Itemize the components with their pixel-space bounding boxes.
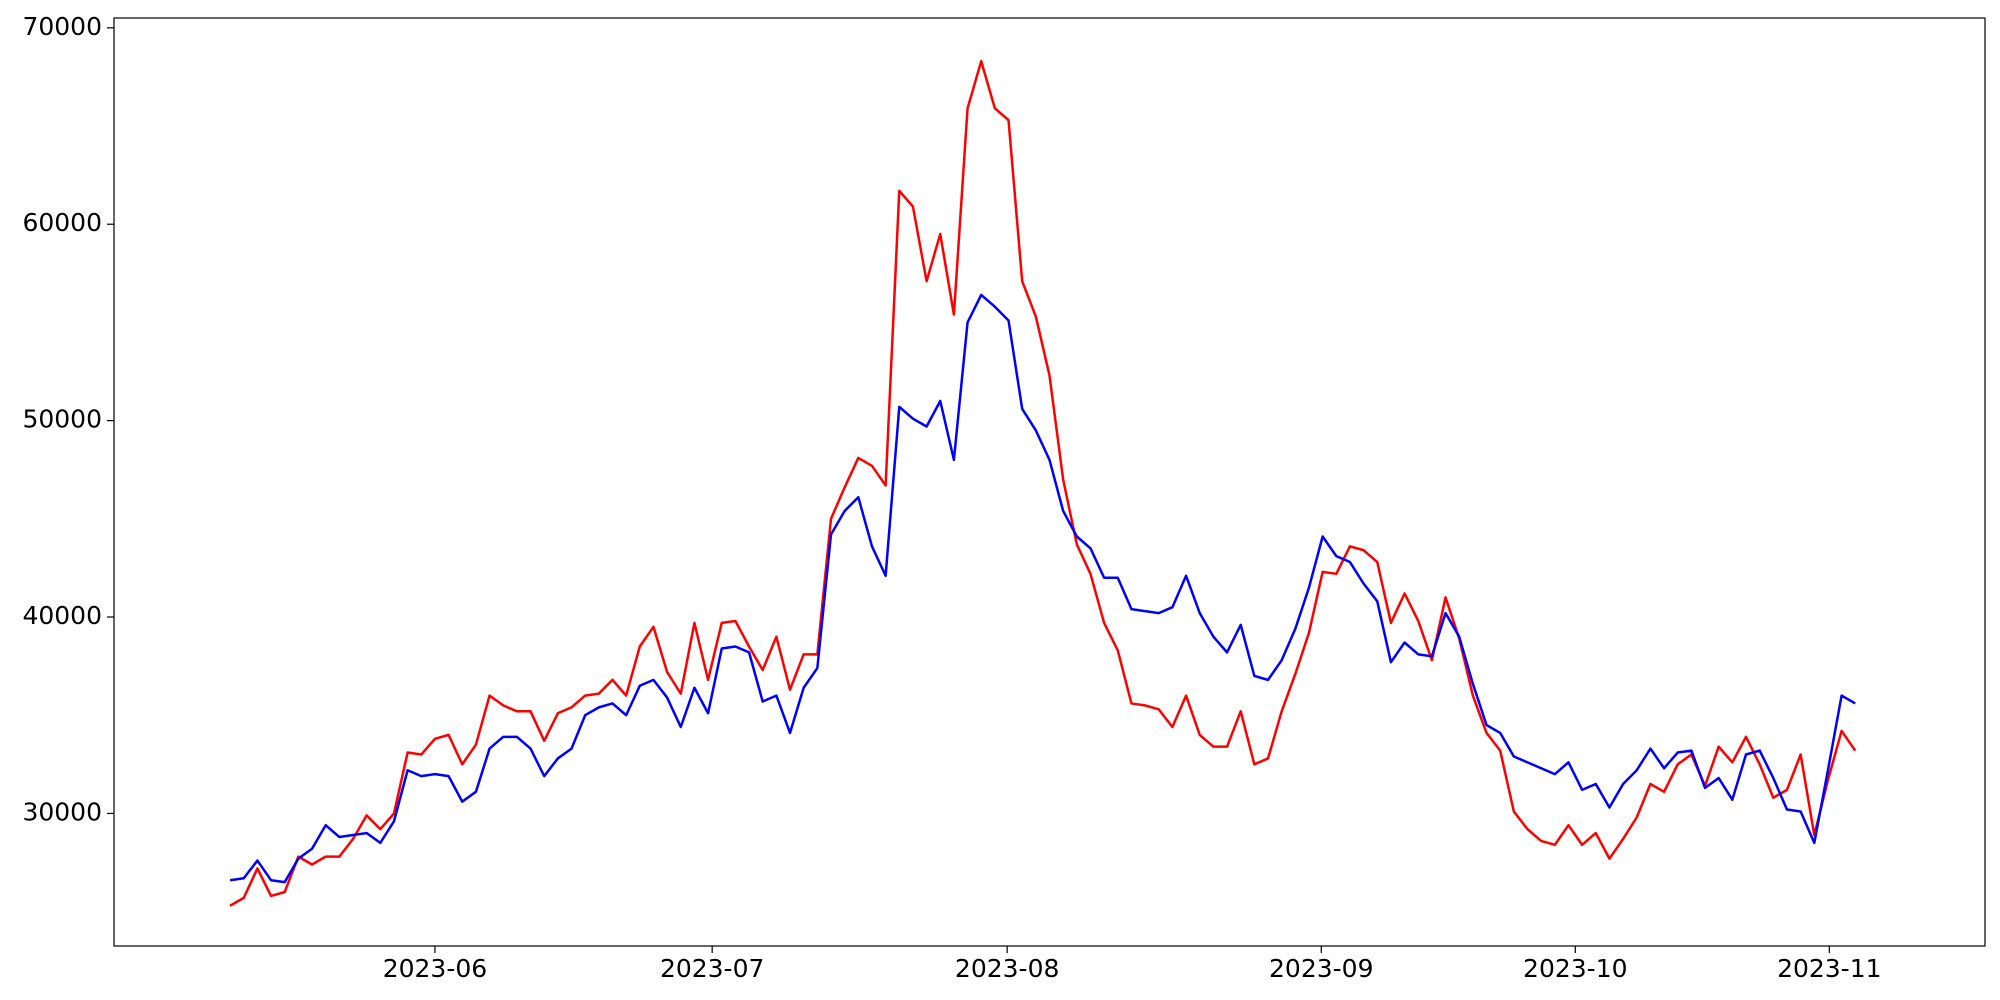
- x-tick-label: 2023-10: [1523, 954, 1627, 983]
- series-line: [229, 293, 1856, 884]
- x-tick-label: 2023-08: [955, 954, 1059, 983]
- series-line: [229, 59, 1857, 907]
- y-tick-label: 70000: [22, 12, 102, 41]
- y-tick-label: 50000: [22, 405, 102, 434]
- x-tick-label: 2023-09: [1269, 954, 1373, 983]
- y-tick-label: 40000: [22, 601, 102, 630]
- x-tick-label: 2023-06: [383, 954, 487, 983]
- y-tick-label: 60000: [22, 208, 102, 237]
- x-tick-label: 2023-07: [660, 954, 764, 983]
- x-tick-label: 2023-11: [1777, 954, 1881, 983]
- plot-frame: [113, 17, 1986, 947]
- y-tick-label: 30000: [22, 797, 102, 826]
